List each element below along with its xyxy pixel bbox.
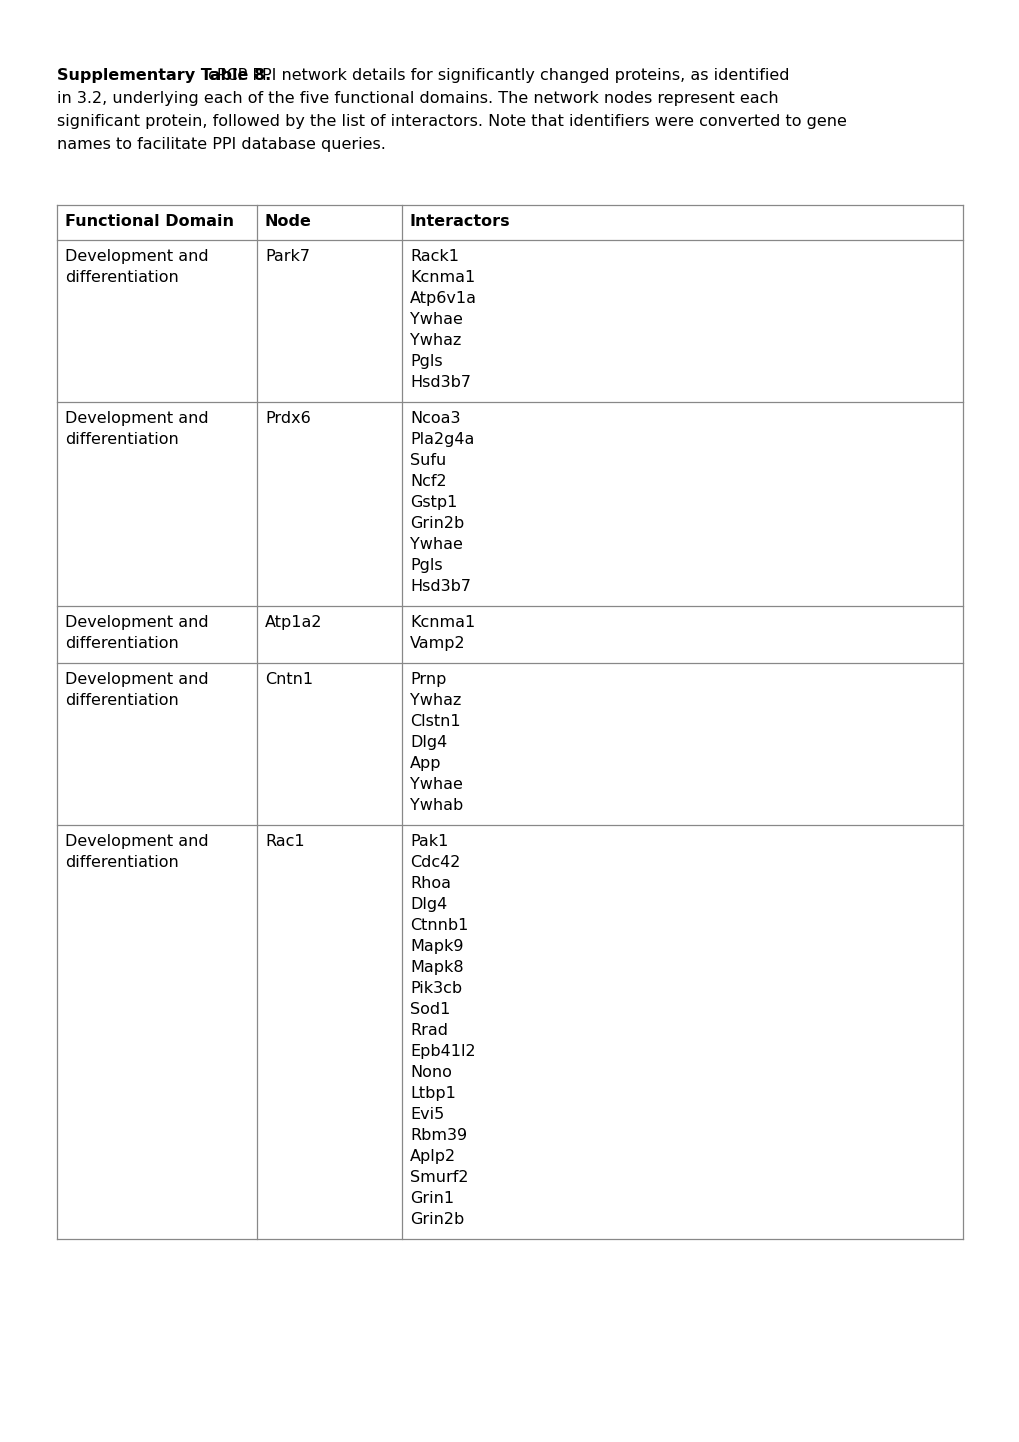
Text: Aplp2: Aplp2 xyxy=(410,1149,455,1164)
Text: Rac1: Rac1 xyxy=(265,833,305,849)
Text: Development and: Development and xyxy=(65,614,209,630)
Text: Pik3cb: Pik3cb xyxy=(410,981,462,996)
Text: Gstp1: Gstp1 xyxy=(410,495,457,510)
Text: Interactors: Interactors xyxy=(410,213,511,229)
Text: differentiation: differentiation xyxy=(65,433,178,447)
Text: Ltbp1: Ltbp1 xyxy=(410,1086,455,1102)
Text: Ywhab: Ywhab xyxy=(410,797,463,813)
Text: Ncf2: Ncf2 xyxy=(410,474,446,489)
Text: Ywhaz: Ywhaz xyxy=(410,694,461,708)
Text: Atp1a2: Atp1a2 xyxy=(265,614,322,630)
Text: Hsd3b7: Hsd3b7 xyxy=(410,580,471,594)
Text: differentiation: differentiation xyxy=(65,694,178,708)
Text: Node: Node xyxy=(265,213,312,229)
Text: Ncoa3: Ncoa3 xyxy=(410,411,460,425)
Text: Pgls: Pgls xyxy=(410,353,442,369)
Text: Rbm39: Rbm39 xyxy=(410,1128,467,1144)
Text: Ywhae: Ywhae xyxy=(410,311,463,327)
Text: Sod1: Sod1 xyxy=(410,1002,450,1017)
Text: Grin2b: Grin2b xyxy=(410,516,464,531)
Text: differentiation: differentiation xyxy=(65,270,178,286)
Text: Mapk8: Mapk8 xyxy=(410,960,464,975)
Text: Epb41l2: Epb41l2 xyxy=(410,1044,475,1058)
Text: Supplementary Table 8.: Supplementary Table 8. xyxy=(57,68,271,84)
Text: Park7: Park7 xyxy=(265,249,310,264)
Text: significant protein, followed by the list of interactors. Note that identifiers : significant protein, followed by the lis… xyxy=(57,114,846,128)
Text: Vamp2: Vamp2 xyxy=(410,636,465,650)
Text: differentiation: differentiation xyxy=(65,636,178,650)
Text: Pgls: Pgls xyxy=(410,558,442,572)
Text: Rrad: Rrad xyxy=(410,1022,447,1038)
Text: Grin1: Grin1 xyxy=(410,1191,453,1206)
Text: names to facilitate PPI database queries.: names to facilitate PPI database queries… xyxy=(57,137,385,151)
Text: Evi5: Evi5 xyxy=(410,1107,444,1122)
Text: Ctnnb1: Ctnnb1 xyxy=(410,919,468,933)
Text: Prdx6: Prdx6 xyxy=(265,411,311,425)
Text: Prnp: Prnp xyxy=(410,672,446,686)
Text: Mapk9: Mapk9 xyxy=(410,939,463,955)
Text: Development and: Development and xyxy=(65,411,209,425)
Text: Rhoa: Rhoa xyxy=(410,875,450,891)
Text: Nono: Nono xyxy=(410,1066,451,1080)
Text: Pak1: Pak1 xyxy=(410,833,448,849)
Text: Hsd3b7: Hsd3b7 xyxy=(410,375,471,389)
Text: differentiation: differentiation xyxy=(65,855,178,870)
Text: Ywhae: Ywhae xyxy=(410,536,463,552)
Text: Grin2b: Grin2b xyxy=(410,1211,464,1227)
Text: Cdc42: Cdc42 xyxy=(410,855,460,870)
Text: Kcnma1: Kcnma1 xyxy=(410,614,475,630)
Text: Dlg4: Dlg4 xyxy=(410,735,446,750)
Text: Functional Domain: Functional Domain xyxy=(65,213,233,229)
Text: Kcnma1: Kcnma1 xyxy=(410,270,475,286)
Text: App: App xyxy=(410,756,441,771)
Text: Development and: Development and xyxy=(65,249,209,264)
Text: Ywhae: Ywhae xyxy=(410,777,463,792)
Text: Development and: Development and xyxy=(65,833,209,849)
Text: Sufu: Sufu xyxy=(410,453,446,469)
Text: cPCP PPI network details for significantly changed proteins, as identified: cPCP PPI network details for significant… xyxy=(203,68,789,84)
Text: Development and: Development and xyxy=(65,672,209,686)
Text: Clstn1: Clstn1 xyxy=(410,714,461,730)
Text: Pla2g4a: Pla2g4a xyxy=(410,433,474,447)
Text: Smurf2: Smurf2 xyxy=(410,1169,468,1185)
Text: Dlg4: Dlg4 xyxy=(410,897,446,911)
Text: Rack1: Rack1 xyxy=(410,249,459,264)
Text: Cntn1: Cntn1 xyxy=(265,672,313,686)
Text: Atp6v1a: Atp6v1a xyxy=(410,291,477,306)
Text: in 3.2, underlying each of the five functional domains. The network nodes repres: in 3.2, underlying each of the five func… xyxy=(57,91,777,107)
Text: Ywhaz: Ywhaz xyxy=(410,333,461,348)
